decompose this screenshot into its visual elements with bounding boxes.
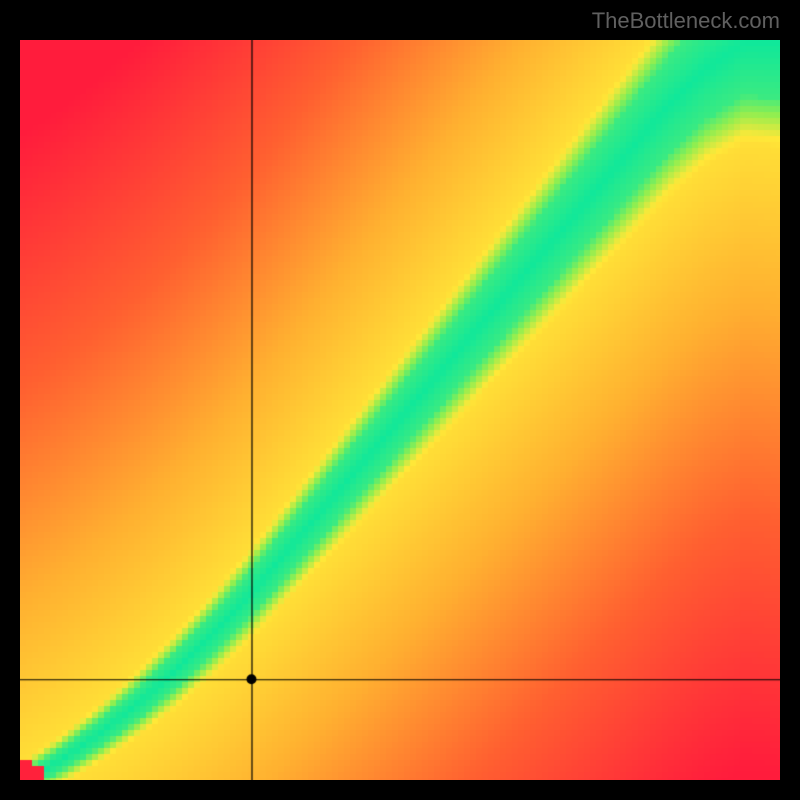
heatmap-plot [20, 40, 780, 780]
heatmap-canvas [20, 40, 780, 780]
watermark-label: TheBottleneck.com [592, 8, 780, 34]
figure-container: TheBottleneck.com [0, 0, 800, 800]
